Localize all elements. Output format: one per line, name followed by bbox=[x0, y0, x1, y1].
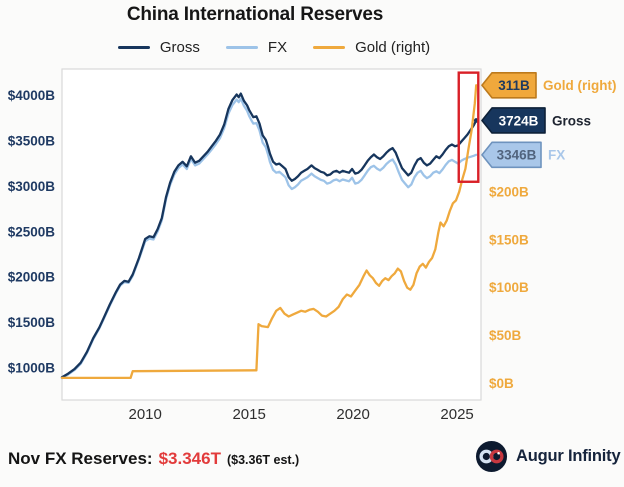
augur-infinity-logo-icon bbox=[475, 440, 508, 473]
series-line-gold-right bbox=[60, 84, 478, 380]
callout-box-gross bbox=[481, 107, 546, 134]
x-axis-tick: 2020 bbox=[336, 406, 369, 423]
callout-box-gold bbox=[481, 72, 537, 99]
footer-note: Nov FX Reserves: $3.346T ($3.36T est.) bbox=[8, 449, 299, 469]
brand-block: Augur Infinity bbox=[475, 440, 621, 473]
legend-item-gross: Gross bbox=[117, 39, 200, 56]
right-axis-tick: $50B bbox=[489, 328, 522, 343]
left-axis-tick: $2000B bbox=[8, 270, 56, 285]
page-title: China International Reserves bbox=[126, 4, 384, 25]
right-axis-tick: $150B bbox=[489, 232, 529, 247]
left-axis-tick: $3500B bbox=[8, 133, 56, 148]
legend-label-fx: FX bbox=[267, 39, 288, 56]
callout-label-gross: Gross bbox=[552, 113, 591, 128]
legend-item-gold: Gold (right) bbox=[313, 39, 430, 56]
left-axis-tick: $1000B bbox=[8, 361, 56, 376]
x-axis-tick: 2025 bbox=[440, 406, 473, 423]
callout-value-gold: 311B bbox=[498, 78, 530, 93]
chart-legend: Gross FX Gold (right) bbox=[0, 39, 548, 56]
right-axis-tick: $200B bbox=[489, 184, 529, 199]
callout-box-fx bbox=[481, 141, 542, 169]
callout-value-fx: 3346B bbox=[497, 148, 537, 163]
callout-label-gold: Gold (right) bbox=[543, 78, 616, 93]
footer-estimate: ($3.36T est.) bbox=[226, 453, 300, 467]
legend-label-gold: Gold (right) bbox=[355, 39, 431, 56]
x-axis-tick: 2015 bbox=[232, 406, 265, 423]
brand-name: Augur Infinity bbox=[516, 447, 621, 465]
left-axis-tick: $2500B bbox=[8, 224, 56, 239]
gold-line-swatch-icon bbox=[313, 45, 346, 50]
callout-value-gross: 3724B bbox=[499, 113, 539, 128]
x-axis-tick: 2010 bbox=[128, 406, 161, 423]
left-axis-tick: $4000B bbox=[8, 88, 56, 103]
gross-line-swatch-icon bbox=[117, 45, 150, 50]
footer-fx-value: $3.346T bbox=[158, 449, 221, 468]
fx-line-swatch-icon bbox=[225, 45, 258, 50]
left-axis-tick: $3000B bbox=[8, 179, 56, 194]
legend-label-gross: Gross bbox=[159, 39, 200, 56]
legend-item-fx: FX bbox=[225, 39, 288, 56]
callout-label-fx: FX bbox=[548, 148, 565, 163]
highlight-box bbox=[457, 71, 480, 183]
right-axis-tick: $0B bbox=[489, 376, 514, 391]
plot-area bbox=[61, 68, 482, 401]
series-line-gross bbox=[60, 92, 478, 379]
footer-label: Nov FX Reserves: bbox=[8, 449, 153, 468]
right-axis-tick: $100B bbox=[489, 280, 529, 295]
left-axis-tick: $1500B bbox=[8, 315, 56, 330]
